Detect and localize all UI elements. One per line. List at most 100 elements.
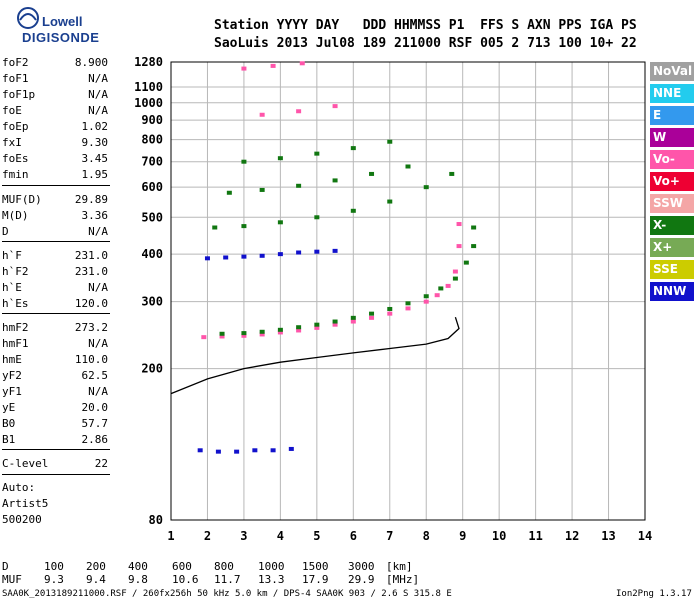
- footer-value: 13.3: [258, 573, 285, 586]
- echo-point: [332, 104, 338, 109]
- echo-point: [241, 159, 247, 164]
- echo-point: [241, 333, 247, 338]
- echo-point: [314, 249, 320, 254]
- footer-value: 29.9: [348, 573, 375, 586]
- legend-item: E: [650, 106, 694, 125]
- echo-point: [423, 294, 429, 299]
- param-value: 1.95: [81, 168, 109, 181]
- echo-point: [241, 66, 247, 71]
- param-row: yE 20.0: [2, 401, 108, 416]
- echo-point: [387, 306, 393, 311]
- param-name: h`E: [2, 281, 22, 294]
- param-row: yF2 62.5: [2, 369, 108, 384]
- footer-version: Ion2Png 1.3.17: [616, 589, 692, 599]
- autoscaling-text: 500200: [2, 513, 42, 526]
- echo-point: [350, 315, 356, 320]
- param-row: foF2 8.900: [2, 56, 108, 71]
- echo-point: [369, 171, 375, 176]
- echo-point: [369, 315, 375, 320]
- echo-point: [288, 446, 294, 451]
- echo-point: [405, 306, 411, 311]
- param-name: M(D): [2, 209, 29, 222]
- echo-point: [423, 299, 429, 304]
- echo-point: [456, 222, 462, 227]
- param-value: N/A: [88, 385, 108, 398]
- param-name: foF1p: [2, 88, 36, 101]
- param-row: foE N/A: [2, 104, 108, 119]
- echo-point: [277, 330, 283, 335]
- echo-point: [204, 256, 210, 261]
- footer-value: 1000: [258, 560, 285, 573]
- param-row: yF1 N/A: [2, 385, 108, 400]
- logo-mark-icon: [17, 7, 39, 29]
- param-value: N/A: [88, 88, 108, 101]
- plot-frame: [170, 61, 646, 521]
- footer-row-label: D: [2, 560, 9, 573]
- footer-value: 9.8: [128, 573, 148, 586]
- param-value: 120.0: [74, 297, 108, 310]
- echo-point: [452, 276, 458, 281]
- param-value: 231.0: [74, 265, 108, 278]
- footer-value: 17.9: [302, 573, 329, 586]
- echo-point: [423, 185, 429, 190]
- echo-point: [252, 448, 258, 453]
- param-value: 1.02: [81, 120, 109, 133]
- echo-point: [296, 328, 302, 333]
- param-name: B1: [2, 433, 16, 446]
- y-tick-label: 400: [141, 247, 163, 261]
- x-tick-label: 14: [638, 529, 652, 543]
- footer-value: 9.3: [44, 573, 64, 586]
- echo-point: [449, 171, 455, 176]
- echo-point: [463, 260, 469, 265]
- echo-point: [234, 449, 240, 454]
- param-value: N/A: [88, 281, 108, 294]
- header-row-values: SaoLuis 2013 Jul08 189 211000 RSF 005 2 …: [214, 36, 637, 51]
- echo-point: [369, 311, 375, 316]
- param-value: 9.30: [81, 136, 109, 149]
- param-value: 3.45: [81, 152, 109, 165]
- x-tick-label: 10: [492, 529, 506, 543]
- param-row: B0 57.7: [2, 417, 108, 432]
- echo-point: [350, 146, 356, 151]
- y-tick-label: 600: [141, 180, 163, 194]
- echo-point: [201, 335, 207, 340]
- param-name: foF2: [2, 56, 29, 69]
- param-name: h`F2: [2, 265, 29, 278]
- param-row: B1 2.86: [2, 433, 108, 448]
- legend-item: W: [650, 128, 694, 147]
- echo-point: [332, 319, 338, 324]
- echo-point: [259, 112, 265, 117]
- echo-point: [296, 183, 302, 188]
- echo-point: [296, 109, 302, 114]
- y-tick-label: 200: [141, 362, 163, 376]
- param-value: 57.7: [81, 417, 109, 430]
- echo-point: [241, 224, 247, 229]
- param-name: C-level: [2, 457, 49, 470]
- footer-value: 400: [128, 560, 148, 573]
- legend-item: NNE: [650, 84, 694, 103]
- param-value: 3.36: [81, 209, 109, 222]
- param-row: C-level 22: [2, 457, 108, 472]
- legend-item: SSE: [650, 260, 694, 279]
- param-row: h`Es 120.0: [2, 297, 108, 312]
- echo-point: [259, 187, 265, 192]
- echo-point: [452, 269, 458, 274]
- param-name: B0: [2, 417, 16, 430]
- param-name: fmin: [2, 168, 29, 181]
- echo-point: [197, 448, 203, 453]
- y-tick-label: 1000: [134, 96, 163, 110]
- autoscaling-text: Artist5: [2, 497, 49, 510]
- y-tick-label: 700: [141, 155, 163, 169]
- param-row: M(D) 3.36: [2, 209, 108, 224]
- param-name: foEp: [2, 120, 29, 133]
- echo-point: [296, 325, 302, 330]
- param-value: 110.0: [74, 353, 108, 366]
- param-value: 231.0: [74, 249, 108, 262]
- echo-point: [405, 164, 411, 169]
- param-name: foEs: [2, 152, 29, 165]
- echo-point: [223, 255, 229, 260]
- param-value: 29.89: [74, 193, 108, 206]
- echo-point: [471, 225, 477, 230]
- echo-point: [314, 322, 320, 327]
- echo-point: [296, 250, 302, 255]
